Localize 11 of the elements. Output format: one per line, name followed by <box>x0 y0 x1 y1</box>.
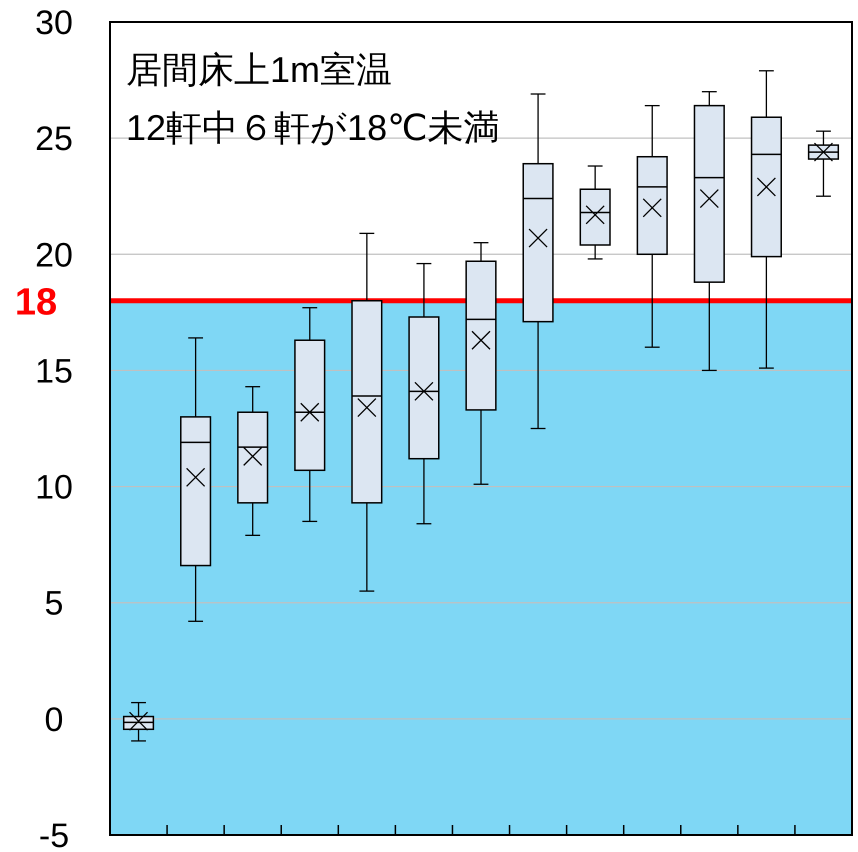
annotation: 12軒中６軒が18℃未満 <box>126 107 500 148</box>
y-tick-label: 0 <box>44 700 64 739</box>
y-tick-label: 5 <box>44 584 64 623</box>
y-tick-label: 10 <box>35 468 73 507</box>
y-tick-label: -5 <box>38 817 70 852</box>
y-tick-label: 30 <box>35 4 73 42</box>
annotation: 居間床上1m室温 <box>126 49 392 90</box>
y-tick-label: 20 <box>35 236 73 274</box>
ref-line-label: 18 <box>14 282 58 324</box>
y-tick-label: 15 <box>35 352 73 390</box>
y-tick-label: 25 <box>35 120 73 158</box>
